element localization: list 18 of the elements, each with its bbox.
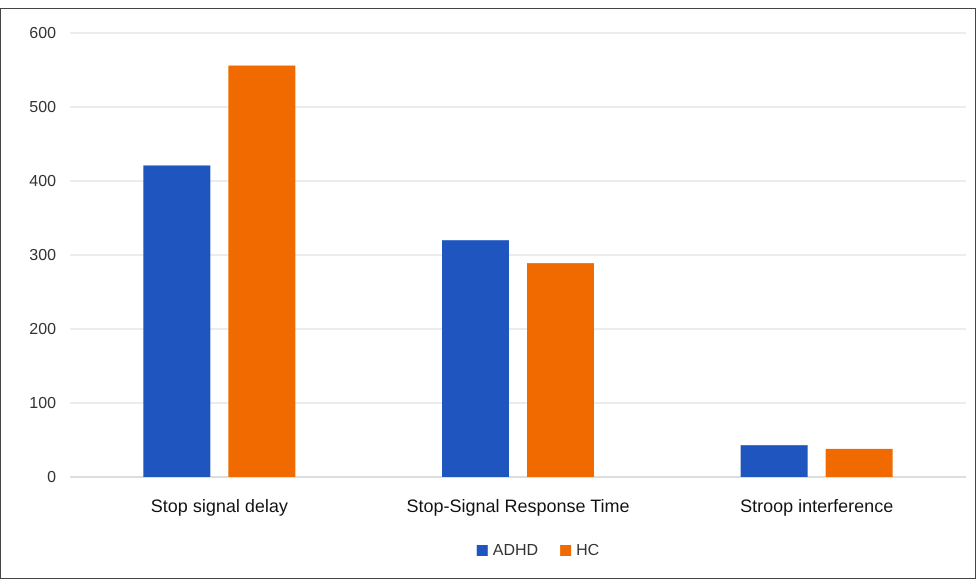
y-tick-label: 400 xyxy=(29,173,56,190)
x-tick-label: Stroop interference xyxy=(740,496,894,516)
y-tick-label: 0 xyxy=(47,469,56,486)
bar xyxy=(143,165,210,477)
legend-label: HC xyxy=(576,542,600,559)
bar xyxy=(442,240,509,477)
bar xyxy=(228,66,296,477)
bar xyxy=(826,448,893,477)
bar xyxy=(527,263,594,477)
x-tick-label: Stop-Signal Response Time xyxy=(406,496,630,516)
y-tick-label: 300 xyxy=(29,247,56,264)
y-tick-label: 100 xyxy=(29,395,56,412)
y-tick-label: 500 xyxy=(29,99,56,116)
y-tick-label: 600 xyxy=(29,25,56,42)
y-tick-label: 200 xyxy=(29,321,56,338)
legend-label: ADHD xyxy=(492,542,538,559)
x-tick-label: Stop signal delay xyxy=(150,496,288,516)
bar xyxy=(740,445,808,477)
